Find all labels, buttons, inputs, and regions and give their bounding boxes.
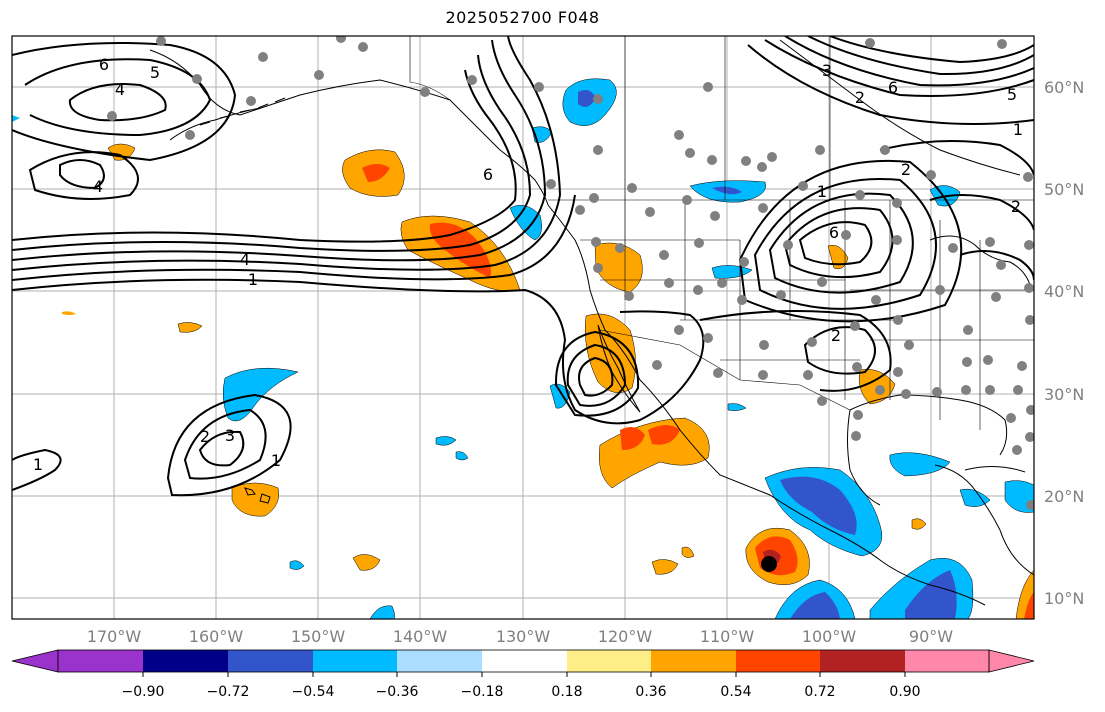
lon-tick-label: 170°W	[87, 627, 142, 646]
contour-label: 6	[888, 78, 898, 97]
lon-tick-label: 140°W	[393, 627, 448, 646]
colorbar-bin	[567, 650, 651, 672]
colorbar-bin	[820, 650, 905, 672]
contour-labels: 6 5 4 4 1 4 6 3 2 6 5 1 2 1 2 6 2 1 2 1 …	[33, 55, 1023, 474]
colorbar-bin	[905, 650, 989, 672]
contour-label: 1	[817, 182, 827, 201]
contour-label: 2	[1011, 197, 1021, 216]
lat-tick-label: 30°N	[1044, 385, 1084, 404]
contour-label: 5	[1007, 85, 1017, 104]
contour-label: 6	[99, 55, 109, 74]
colorbar-bin	[313, 650, 397, 672]
lon-tick-label: 90°W	[909, 627, 953, 646]
colorbar-label: 0.54	[720, 684, 751, 700]
lat-tick-label: 10°N	[1044, 589, 1084, 608]
longitude-labels: 170°W 160°W 150°W 140°W 130°W 120°W 110°…	[87, 627, 953, 646]
contour-label: 5	[150, 63, 160, 82]
colorbar-label: 0.36	[635, 684, 666, 700]
contour-label: 6	[483, 165, 493, 184]
lon-tick-label: 130°W	[496, 627, 551, 646]
contour-label: 4	[115, 80, 125, 99]
colorbar-label: 0.72	[804, 684, 835, 700]
contour-label: 2	[855, 88, 865, 107]
colorbar-label: −0.54	[292, 684, 335, 700]
colorbar-label: −0.18	[461, 684, 504, 700]
latitude-labels: 60°N 50°N 40°N 30°N 20°N 10°N	[1044, 78, 1084, 608]
lon-tick-label: 100°W	[802, 627, 857, 646]
lon-tick-label: 120°W	[598, 627, 653, 646]
coastlines	[149, 39, 1034, 606]
colorbar-bin	[482, 650, 567, 672]
colorbar-label: 0.18	[551, 684, 582, 700]
contour-label: 1	[1013, 120, 1023, 139]
contour-label: 2	[901, 160, 911, 179]
contour-label: 4	[93, 177, 103, 196]
contour-label: 3	[822, 61, 832, 80]
colorbar-bin	[651, 650, 736, 672]
contour-label: 2	[831, 326, 841, 345]
lat-tick-label: 50°N	[1044, 180, 1084, 199]
map-title: 2025052700 F048	[445, 8, 600, 27]
colorbar-bin	[228, 650, 313, 672]
lon-tick-label: 150°W	[291, 627, 346, 646]
contour-label: 1	[248, 270, 258, 289]
lon-tick-label: 160°W	[189, 627, 244, 646]
colorbar-bin	[58, 650, 143, 672]
contour-label: 6	[829, 223, 839, 242]
lat-tick-label: 60°N	[1044, 78, 1084, 97]
colorbar-label: −0.36	[376, 684, 419, 700]
contour-label: 2	[200, 427, 210, 446]
colorbar-bin	[736, 650, 820, 672]
contour-label: 1	[271, 451, 281, 470]
contour-label: 3	[225, 426, 235, 445]
colorbar-label: 0.90	[889, 684, 920, 700]
colorbar-extend-high	[988, 649, 1035, 673]
colorbar: −0.90 −0.72 −0.54 −0.36 −0.18 0.18 0.36 …	[11, 649, 1035, 700]
colorbar-label: −0.90	[122, 684, 165, 700]
storm-center-marker	[761, 556, 777, 572]
lat-tick-label: 20°N	[1044, 487, 1084, 506]
lat-tick-label: 40°N	[1044, 282, 1084, 301]
contour-label: 4	[240, 250, 250, 269]
contour-label: 1	[33, 455, 43, 474]
colorbar-extend-low	[11, 649, 59, 673]
colorbar-label: −0.72	[207, 684, 250, 700]
lon-tick-label: 110°W	[700, 627, 755, 646]
map-frame	[11, 35, 1035, 620]
colorbar-bin	[143, 650, 228, 672]
colorbar-bin	[397, 650, 482, 672]
station-markers	[107, 36, 1034, 510]
